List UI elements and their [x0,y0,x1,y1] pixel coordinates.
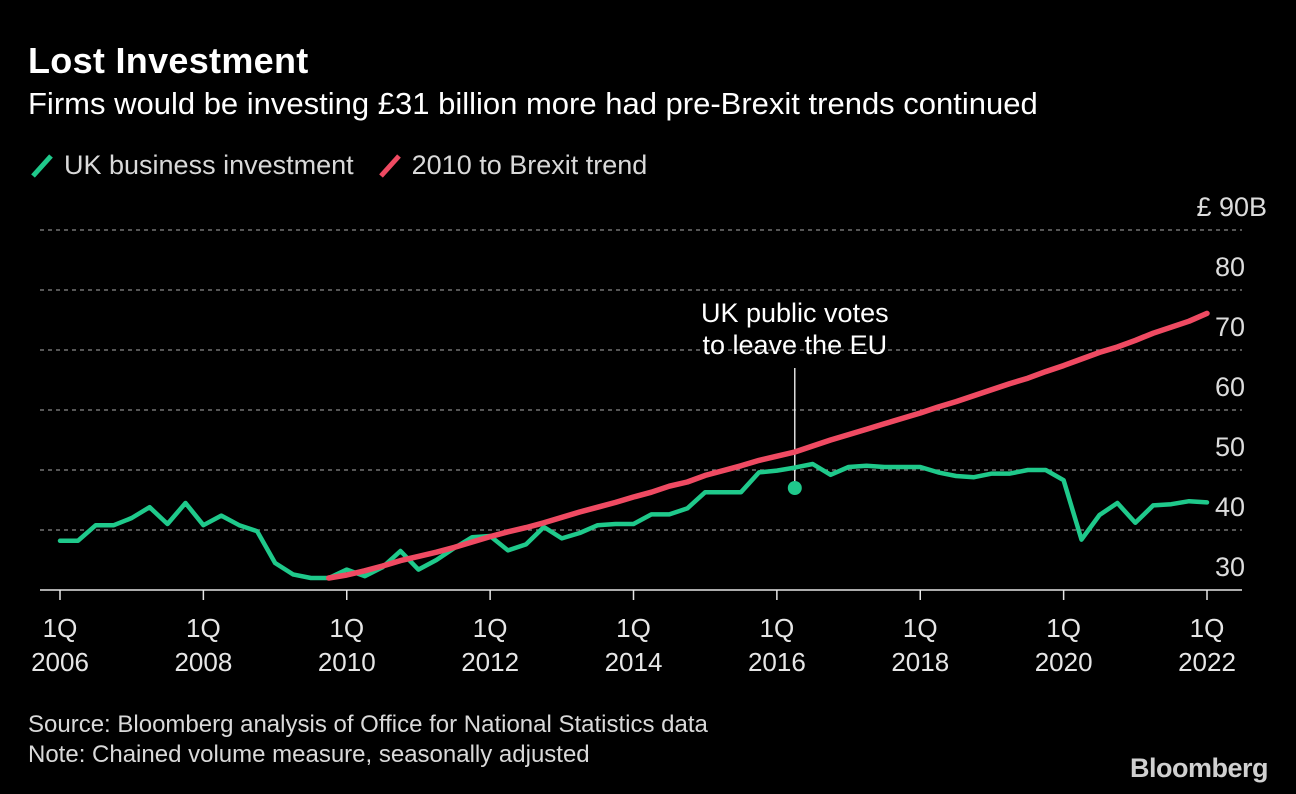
y-tick-label: 60 [1215,372,1245,402]
x-tick-label-quarter: 1Q [43,613,78,643]
y-axis-labels: 30 40 50 60 70 80 £ 90B [1196,192,1267,582]
chart-legend: UK business investment 2010 to Brexit tr… [28,150,669,181]
legend-swatch-investment [31,153,53,178]
legend-label-investment: UK business investment [64,150,354,180]
y-tick-label: 70 [1215,312,1245,342]
x-tick-label-quarter: 1Q [473,613,508,643]
series [57,310,1210,581]
y-tick-label: 30 [1215,552,1245,582]
x-tick-label-year: 2016 [748,647,806,677]
x-tick-label-year: 2008 [174,647,232,677]
series-line-investment [57,461,1210,581]
x-tick-label-quarter: 1Q [186,613,221,643]
x-tick-label-year: 2014 [605,647,663,677]
x-tick-label-year: 2022 [1178,647,1236,677]
legend-item-trend: 2010 to Brexit trend [376,150,648,181]
gridlines [40,229,1242,531]
y-tick-label: 80 [1215,252,1245,282]
x-tick-label-year: 2020 [1035,647,1093,677]
x-tick-label-quarter: 1Q [1190,613,1225,643]
x-axis: 1Q 2006 1Q 2008 1Q 2010 1Q 2012 1Q 2014 1Q 2016 1Q 20… [31,589,1242,677]
legend-swatch-trend [378,153,401,178]
y-tick-label: 40 [1215,492,1245,522]
chart-title: Lost Investment [28,40,309,81]
legend-item-investment: UK business investment [28,150,354,181]
x-tick-label-quarter: 1Q [760,613,795,643]
x-tick-label-quarter: 1Q [903,613,938,643]
y-tick-label: £ 90B [1196,192,1267,222]
y-tick-label: 50 [1215,432,1245,462]
source-note: Source: Bloomberg analysis of Office for… [28,711,708,738]
bloomberg-logo: Bloomberg [1129,753,1269,783]
x-tick-label-quarter: 1Q [329,613,364,643]
x-tick-label-quarter: 1Q [1046,613,1081,643]
annotation-text: UK public votes [701,298,889,328]
legend-label-trend: 2010 to Brexit trend [411,150,648,180]
x-tick-label-year: 2006 [31,647,89,677]
brexit-vote-marker [787,481,802,495]
series-line-trend [326,310,1210,581]
x-tick-label-year: 2012 [461,647,519,677]
footnote: Note: Chained volume measure, seasonally… [28,741,590,768]
x-tick-label-year: 2010 [318,647,376,677]
x-tick-label-year: 2018 [891,647,949,677]
x-tick-label-quarter: 1Q [616,613,651,643]
chart-subtitle: Firms would be investing £31 billion mor… [28,86,1038,121]
annotation-text: to leave the EU [702,330,887,360]
